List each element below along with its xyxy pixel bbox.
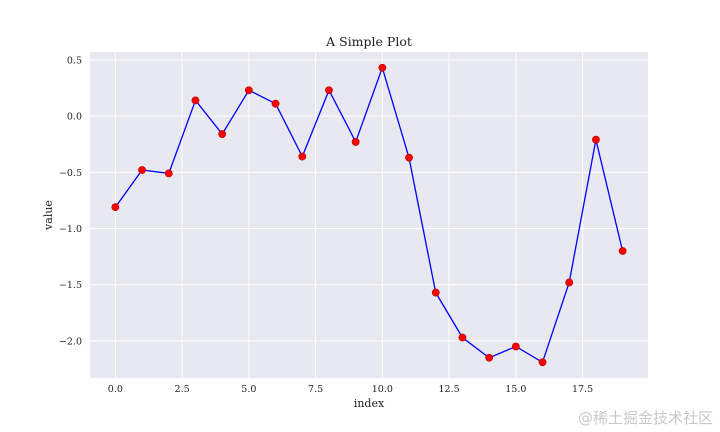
grid-lines xyxy=(90,52,648,378)
data-point xyxy=(511,342,520,351)
y-tick-label: 0.0 xyxy=(67,112,82,123)
data-point xyxy=(271,99,280,108)
y-tick-label: −0.5 xyxy=(59,168,82,179)
x-tick-label: 17.5 xyxy=(572,384,593,395)
data-point xyxy=(325,86,333,95)
x-tick-label: 2.5 xyxy=(175,384,190,395)
data-point xyxy=(164,169,173,178)
y-tick-label: −1.5 xyxy=(59,280,82,291)
y-tick-label: −1.0 xyxy=(59,224,82,235)
data-point xyxy=(565,278,574,287)
x-tick-label: 0.0 xyxy=(108,384,123,395)
data-point xyxy=(244,86,253,95)
x-tick-label: 7.5 xyxy=(308,384,323,395)
data-point xyxy=(191,96,200,105)
x-tick-label: 5.0 xyxy=(241,384,256,395)
x-tick-label: 15.0 xyxy=(505,384,526,395)
watermark: @稀土掘金技术社区 xyxy=(578,409,713,427)
data-point xyxy=(138,166,146,174)
data-point xyxy=(485,353,494,362)
x-axis-label: index xyxy=(354,397,385,410)
data-series xyxy=(111,63,627,367)
plot-area xyxy=(90,52,648,378)
data-point xyxy=(592,135,600,144)
data-point xyxy=(431,288,440,297)
x-tick-label: 12.5 xyxy=(439,384,460,395)
data-point xyxy=(458,333,467,342)
data-point xyxy=(351,138,360,146)
y-tick-label: 0.5 xyxy=(67,55,82,66)
data-point xyxy=(405,153,413,162)
data-point xyxy=(378,63,387,72)
y-axis-label: value xyxy=(42,200,55,231)
axis-ticks: 0.0 2.5 5.0 7.5 10.0 12.5 15.0 17.5 0.5 0.0 −0.5 −1… xyxy=(59,55,593,395)
data-point xyxy=(298,152,307,161)
chart-title: A Simple Plot xyxy=(325,34,412,49)
data-point xyxy=(538,358,547,367)
data-point xyxy=(618,247,627,255)
data-point xyxy=(111,203,120,212)
series-line xyxy=(114,65,624,364)
data-point xyxy=(218,130,227,138)
y-tick-label: −2.0 xyxy=(59,336,82,347)
x-tick-label: 10.0 xyxy=(372,384,393,395)
